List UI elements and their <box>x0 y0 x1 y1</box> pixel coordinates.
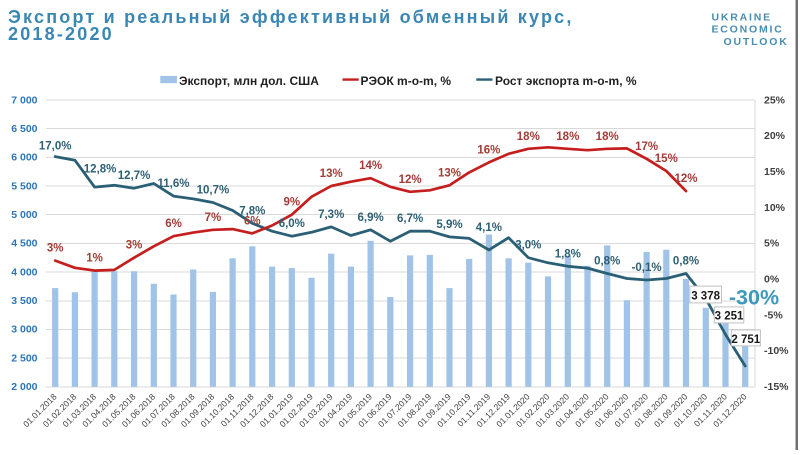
svg-text:13%: 13% <box>438 167 461 179</box>
svg-text:3 000: 3 000 <box>11 324 37 336</box>
svg-text:2 751: 2 751 <box>731 334 760 346</box>
svg-text:13%: 13% <box>320 168 343 180</box>
svg-text:10,7%: 10,7% <box>197 185 230 197</box>
svg-text:1%: 1% <box>86 253 103 265</box>
svg-text:6,7%: 6,7% <box>397 213 423 225</box>
svg-text:6,9%: 6,9% <box>357 212 383 224</box>
svg-text:6%: 6% <box>165 218 182 230</box>
svg-text:0%: 0% <box>764 274 780 286</box>
svg-text:-30%: -30% <box>729 286 779 310</box>
svg-text:-5%: -5% <box>764 309 783 321</box>
svg-text:5 000: 5 000 <box>11 209 37 221</box>
svg-text:15%: 15% <box>655 153 678 165</box>
svg-text:ECONOMIC: ECONOMIC <box>712 24 784 36</box>
svg-text:17%: 17% <box>635 141 658 153</box>
svg-text:15%: 15% <box>764 166 786 178</box>
svg-text:2 500: 2 500 <box>11 352 37 364</box>
svg-text:11,6%: 11,6% <box>158 178 190 190</box>
svg-text:5%: 5% <box>764 238 780 250</box>
svg-text:-15%: -15% <box>764 381 789 393</box>
svg-text:12%: 12% <box>399 174 422 186</box>
svg-text:2 000: 2 000 <box>11 381 37 393</box>
svg-text:25%: 25% <box>764 94 786 106</box>
svg-text:6 500: 6 500 <box>11 123 37 135</box>
svg-text:Рост экспорта m-o-m, %: Рост экспорта m-o-m, % <box>495 74 637 88</box>
svg-text:6,0%: 6,0% <box>279 218 305 230</box>
svg-text:5 500: 5 500 <box>11 180 37 192</box>
svg-text:18%: 18% <box>556 131 579 143</box>
svg-text:3,0%: 3,0% <box>515 240 541 252</box>
svg-text:20%: 20% <box>764 130 786 142</box>
svg-text:3 378: 3 378 <box>691 291 720 303</box>
svg-text:1,8%: 1,8% <box>555 248 581 260</box>
svg-text:3 500: 3 500 <box>11 295 37 307</box>
svg-text:12%: 12% <box>674 173 697 185</box>
svg-text:OUTLOOK: OUTLOOK <box>724 36 789 48</box>
svg-text:-10%: -10% <box>764 345 789 357</box>
svg-text:18%: 18% <box>596 131 619 143</box>
svg-text:РЭОК m-o-m, %: РЭОК m-o-m, % <box>361 74 452 88</box>
svg-text:0,8%: 0,8% <box>594 256 620 268</box>
svg-text:7%: 7% <box>205 212 222 224</box>
svg-text:3%: 3% <box>126 240 143 252</box>
svg-text:3 251: 3 251 <box>715 310 744 322</box>
svg-text:10%: 10% <box>764 202 786 214</box>
svg-text:7 000: 7 000 <box>11 94 37 106</box>
svg-text:6%: 6% <box>244 215 261 227</box>
svg-text:12,7%: 12,7% <box>118 170 151 182</box>
svg-text:7,8%: 7,8% <box>239 205 265 217</box>
svg-text:7,3%: 7,3% <box>318 209 344 221</box>
svg-text:4,1%: 4,1% <box>476 222 502 234</box>
svg-text:4 000: 4 000 <box>11 266 37 278</box>
svg-text:6 000: 6 000 <box>11 152 37 164</box>
svg-text:UKRAINE: UKRAINE <box>712 11 772 23</box>
svg-text:Экспорт и реальный эффективный: Экспорт и реальный эффективный обменный … <box>8 7 574 27</box>
svg-text:Экспорт, млн дол. США: Экспорт, млн дол. США <box>179 74 319 88</box>
svg-text:2018-2020: 2018-2020 <box>8 24 114 44</box>
svg-text:16%: 16% <box>477 144 500 156</box>
svg-text:3%: 3% <box>47 243 64 255</box>
svg-text:17,0%: 17,0% <box>39 141 72 153</box>
svg-text:-0,1%: -0,1% <box>632 262 662 274</box>
svg-text:5,9%: 5,9% <box>436 219 462 231</box>
svg-text:4 500: 4 500 <box>11 238 37 250</box>
svg-text:12,8%: 12,8% <box>84 164 117 176</box>
svg-text:18%: 18% <box>517 131 540 143</box>
svg-text:9%: 9% <box>283 197 300 209</box>
svg-text:0,8%: 0,8% <box>673 256 699 268</box>
svg-text:14%: 14% <box>359 160 382 172</box>
